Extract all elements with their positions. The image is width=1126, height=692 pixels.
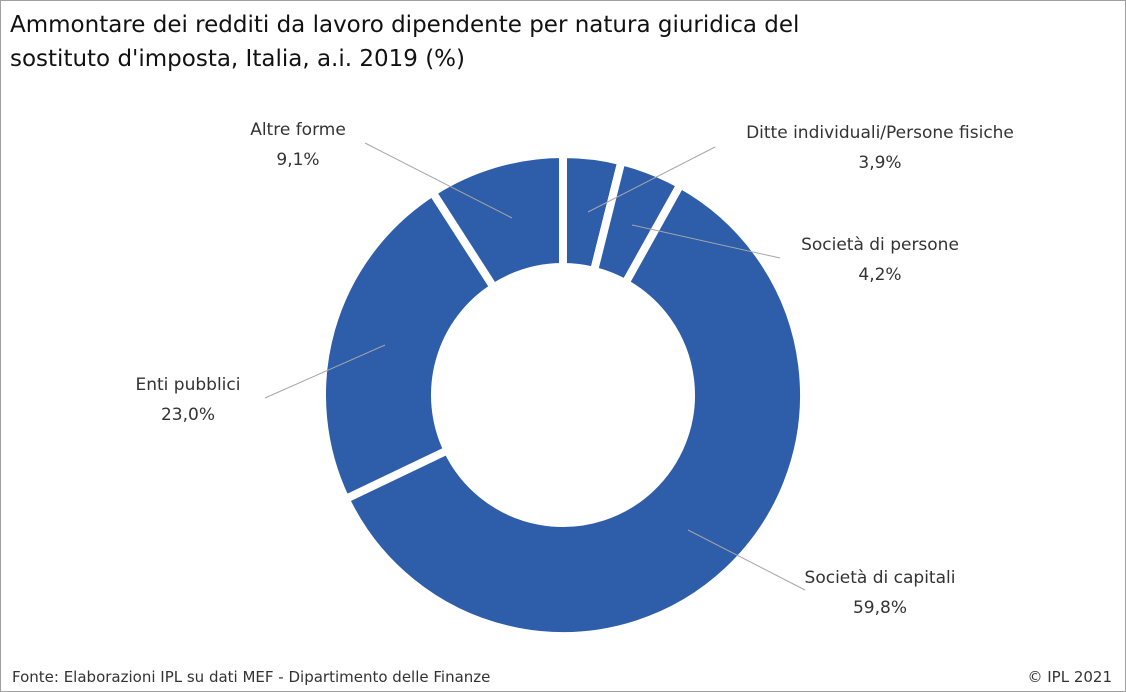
value-label: 4,2% — [858, 265, 901, 285]
category-label: Altre forme — [250, 120, 346, 140]
donut-segment — [318, 186, 500, 505]
credit: © IPL 2021 — [1027, 668, 1112, 686]
leader-line — [687, 529, 806, 591]
leader-line — [587, 146, 716, 213]
leader-line — [264, 344, 386, 399]
category-label: Enti pubblici — [136, 375, 241, 395]
value-label: 3,9% — [858, 153, 901, 173]
category-label: Ditte individuali/Persone fisiche — [746, 123, 1014, 143]
chart-title: Ammontare dei redditi da lavoro dipenden… — [10, 12, 800, 72]
value-label: 59,8% — [853, 598, 907, 618]
leader-line — [631, 224, 781, 259]
donut-segment — [427, 149, 567, 293]
category-label: Società di persone — [801, 235, 959, 255]
donut-segment — [340, 179, 808, 640]
source: Fonte: Elaborazioni IPL su dati MEF - Di… — [12, 668, 491, 686]
leader-line — [364, 142, 513, 219]
category-label: Società di capitali — [805, 568, 956, 588]
value-label: 23,0% — [161, 405, 215, 425]
value-label: 9,1% — [276, 150, 319, 170]
